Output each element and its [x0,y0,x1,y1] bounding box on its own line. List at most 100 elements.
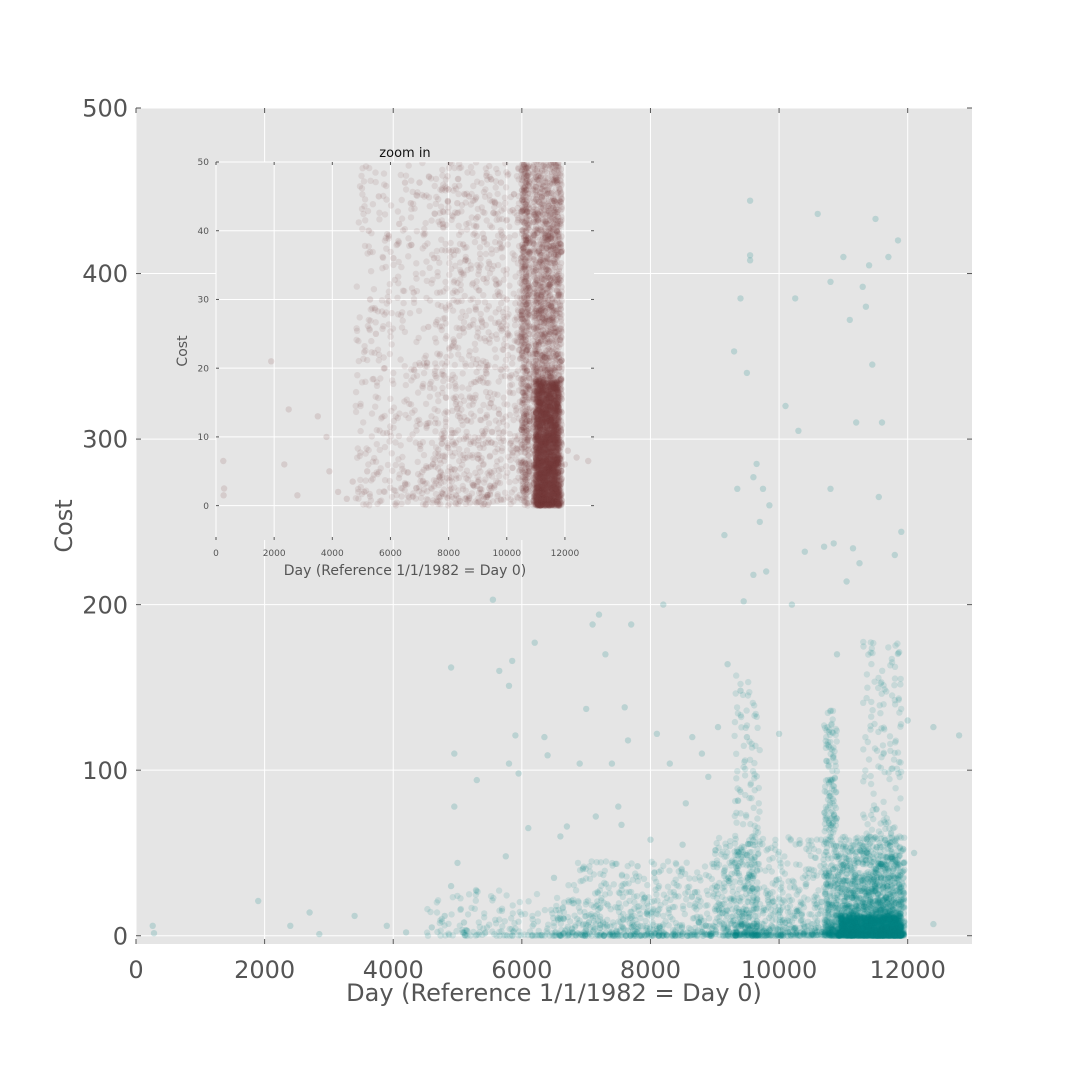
data-point [634,893,640,899]
data-point [814,920,820,926]
data-point [738,932,744,938]
data-point [884,815,890,821]
data-point [864,932,870,938]
data-point [886,776,892,782]
data-point [805,896,811,902]
data-point [623,900,629,906]
data-point [473,898,479,904]
data-point [870,816,876,822]
data-point [887,733,893,739]
data-point [657,923,663,929]
data-point [618,822,624,828]
data-point [827,833,833,839]
data-point [717,910,723,916]
data-point [732,878,738,884]
data-point [754,825,760,831]
data-point [699,924,705,930]
data-point [448,664,454,670]
data-point [889,921,895,927]
data-point [834,892,840,898]
data-point [554,895,560,901]
data-point [898,676,904,682]
data-point [403,929,409,935]
data-point [822,788,828,794]
data-point [509,658,515,664]
data-point [738,724,744,730]
data-point [515,770,521,776]
data-point [797,902,803,908]
data-point [698,898,704,904]
data-point [474,777,480,783]
data-point [749,856,755,862]
data-point [785,928,791,934]
data-point [750,875,756,881]
data-point [743,885,749,891]
data-point [643,918,649,924]
data-point [673,861,679,867]
data-point [831,783,837,789]
data-point [751,713,757,719]
data-point [738,921,744,927]
data-point [860,746,866,752]
data-point [885,644,891,650]
data-point [776,857,782,863]
data-point [632,917,638,923]
data-point [881,726,887,732]
data-point [756,808,762,814]
data-point [868,661,874,667]
data-point [589,621,595,627]
data-point [585,897,591,903]
data-point [448,911,454,917]
data-point [891,682,897,688]
data-point [770,855,776,861]
data-point [733,751,739,757]
data-point [625,863,631,869]
data-point [754,773,760,779]
data-point [481,914,487,920]
data-point [651,861,657,867]
data-point [886,879,892,885]
data-point [525,825,531,831]
data-point [748,780,754,786]
data-point [692,889,698,895]
data-point [885,901,891,907]
data-point [742,904,748,910]
data-point [654,897,660,903]
data-point [796,887,802,893]
data-point [488,893,494,899]
data-point [868,714,874,720]
data-point [575,860,581,866]
data-point [877,902,883,908]
data-point [464,928,470,934]
data-point [826,817,832,823]
data-point [880,742,886,748]
data-point [887,929,893,935]
data-point [489,928,495,934]
data-point [679,922,685,928]
data-point [877,820,883,826]
data-point [658,867,664,873]
data-point [613,861,619,867]
data-point [557,915,563,921]
data-point [445,921,451,927]
data-point [702,863,708,869]
data-point [866,756,872,762]
data-point [476,931,482,937]
data-point [890,868,896,874]
data-point [882,837,888,843]
data-point [560,904,566,910]
data-point [870,899,876,905]
data-point [565,930,571,936]
data-point [501,932,507,938]
data-point [871,927,877,933]
data-point [575,898,581,904]
data-point [594,889,600,895]
data-point [731,917,737,923]
data-point [622,704,628,710]
data-point [892,642,898,648]
data-point [883,821,889,827]
data-point [797,840,803,846]
data-point [860,639,866,645]
data-point [741,743,747,749]
data-point [503,853,509,859]
